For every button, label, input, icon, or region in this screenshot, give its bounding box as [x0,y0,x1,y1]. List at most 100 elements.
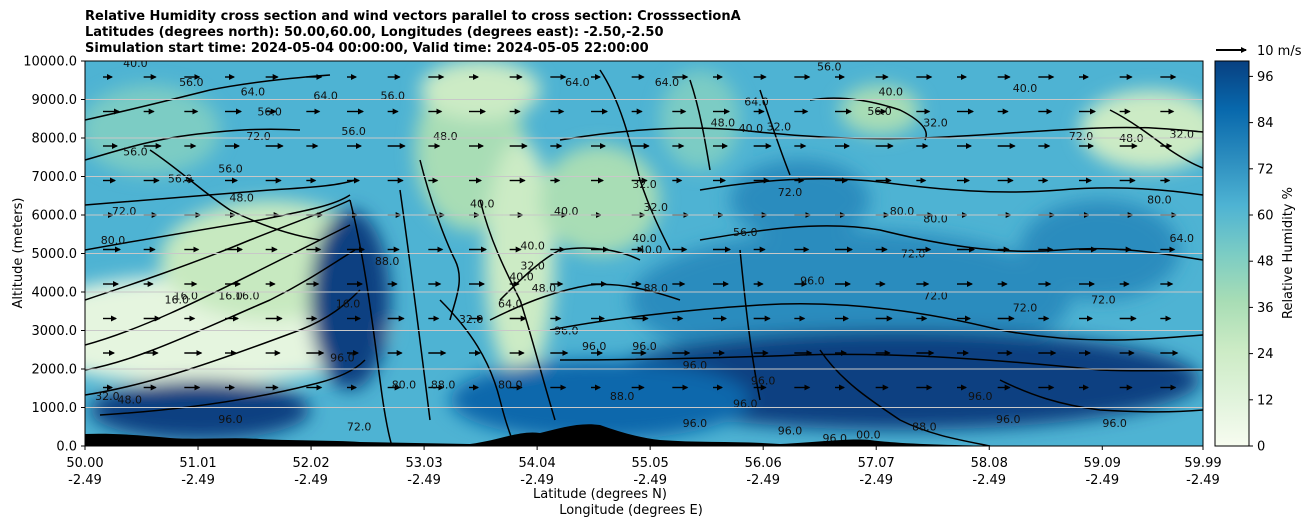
y-tick-label: 5000.0 [32,247,78,262]
contour-label: 88.0 [375,255,400,268]
contour-label: 96.0 [733,398,758,411]
contour-label: 64.0 [744,95,769,108]
contour-label: 72.0 [1069,130,1094,143]
x-tick-label-lat: 55.05 [632,456,669,471]
contour-label: 40.0 [638,244,663,257]
y-tick-label: 7000.0 [32,170,78,185]
contour-label: 72.0 [923,290,948,303]
quiver-key-label: 10 m/s [1257,44,1302,59]
x-tick-label-lat: 56.06 [745,456,782,471]
contour-label: 16.0 [165,294,190,307]
contour-label: 40.0 [470,197,495,210]
contour-label: 88.0 [610,390,635,403]
x-tick-label-lon: -2.49 [68,473,102,488]
x-tick-label-lon: -2.49 [294,473,328,488]
contour-label: 00.0 [856,428,881,441]
contour-label: 56.0 [817,61,842,74]
contour-label: 72.0 [1013,301,1038,314]
contour-label: 16.0 [235,290,260,303]
colorbar-tick-label: 84 [1257,116,1274,131]
y-tick-label: 8000.0 [32,132,78,147]
contour-label: 40.0 [509,270,534,283]
x-tick-label-lon: -2.49 [972,473,1006,488]
colorbar-label: Relative Humidity % [1281,187,1296,319]
contour-label: 56.0 [123,145,148,158]
colorbar-ticks: 0 12 24 36 48 60 72 84 96 [1249,70,1274,455]
contour-label: 64.0 [1169,232,1194,245]
x-tick-label-lat: 54.04 [519,456,556,471]
contour-label: 72.0 [778,186,803,199]
y-axis-label: Altitude (meters) [11,198,26,309]
terrain-silhouette [85,424,1203,446]
colorbar-tick-label: 96 [1257,70,1274,85]
contour-label: 96.0 [683,417,708,430]
colorbar: 0 12 24 36 48 60 72 84 96 Relative Humidity % [1214,60,1296,455]
colorbar-tick-label: 0 [1257,440,1265,455]
contour-label: 72.0 [246,130,271,143]
contour-label: 80.0 [1147,193,1172,206]
wind-vectors [103,74,1179,391]
x-tick-label-lon: -2.49 [1085,473,1119,488]
contour-label: 48.0 [433,130,458,143]
contour-label: 56.0 [867,105,892,118]
contour-label: 88.0 [644,282,669,295]
contour-label: 40.0 [520,240,545,253]
title-line-2: Latitudes (degrees north): 50.00,60.00, … [85,25,664,40]
contour-label: 80.0 [498,378,523,391]
contour-label: 72.0 [347,421,372,434]
contour-label: 40.0 [1013,82,1038,95]
contour-label: 56.0 [381,90,406,103]
contour-label: 88.0 [431,378,456,391]
contour-label: 96.0 [968,390,993,403]
x-tick-label-lon: -2.49 [1186,473,1220,488]
y-tick-label: 1000.0 [32,401,78,416]
contour-label: 40.0 [123,57,148,70]
contour-label: 72.0 [1091,294,1116,307]
x-tick-label-lat: 51.01 [179,456,216,471]
title-line-3: Simulation start time: 2024-05-04 00:00:… [85,41,649,56]
x-tick-label-lat: 53.03 [405,456,442,471]
x-tick-label-lon: -2.49 [181,473,215,488]
x-axis-label-longitude: Longitude (degrees E) [559,503,703,518]
contour-label: 32.0 [95,390,120,403]
contour-label: 32.0 [520,260,545,273]
contour-label: 96.0 [996,413,1021,426]
contour-label: 96.0 [778,424,803,437]
colorbar-tick-label: 36 [1257,301,1274,316]
contour-label: 56.0 [341,125,366,138]
contour-label: 96.0 [1102,417,1127,430]
contour-label: 96.0 [632,340,657,353]
contour-label: 32.0 [459,313,484,326]
chart-title: Relative Humidity cross section and wind… [85,9,741,57]
contour-label: 32.0 [767,120,792,133]
x-axis-label-latitude: Latitude (degrees N) [533,487,667,502]
contour-label: 48.0 [532,282,557,295]
contour-label: 96.0 [683,359,708,372]
contour-label: 72.0 [112,205,137,218]
x-tick-label-lat: 50.00 [66,456,103,471]
contour-label: 16.0 [173,290,198,303]
colorbar-tick-label: 60 [1257,209,1274,224]
contour-label-group: 40.0 56.0 64.0 64.0 56.0 56.0 72.0 56.0 56.0 56.0… [95,57,1194,445]
y-tick-label: 4000.0 [32,286,78,301]
contour-label: 64.0 [655,76,680,89]
contour-label: 80.0 [923,213,948,226]
x-tick-label-lon: -2.49 [746,473,780,488]
contour-label: 80.0 [392,378,417,391]
contour-label: 96.0 [582,340,607,353]
contour-label: 40.0 [739,122,764,135]
contour-label: 96.0 [800,274,825,287]
colorbar-tick-label: 12 [1257,393,1274,408]
gridlines [85,99,1203,408]
contour-label: 56.0 [168,172,193,185]
y-tick-label: 0.0 [56,440,77,455]
contour-label: 96.0 [751,374,776,387]
y-tick-label: 9000.0 [32,93,78,108]
quiver-key: 10 m/s [1216,44,1302,59]
contour-label: 96.0 [218,413,243,426]
contour-label: 56.0 [179,76,204,89]
contour-label: 96.0 [330,351,355,364]
contour-label: 16.0 [218,290,243,303]
x-tick-label-lat: 52.02 [292,456,329,471]
